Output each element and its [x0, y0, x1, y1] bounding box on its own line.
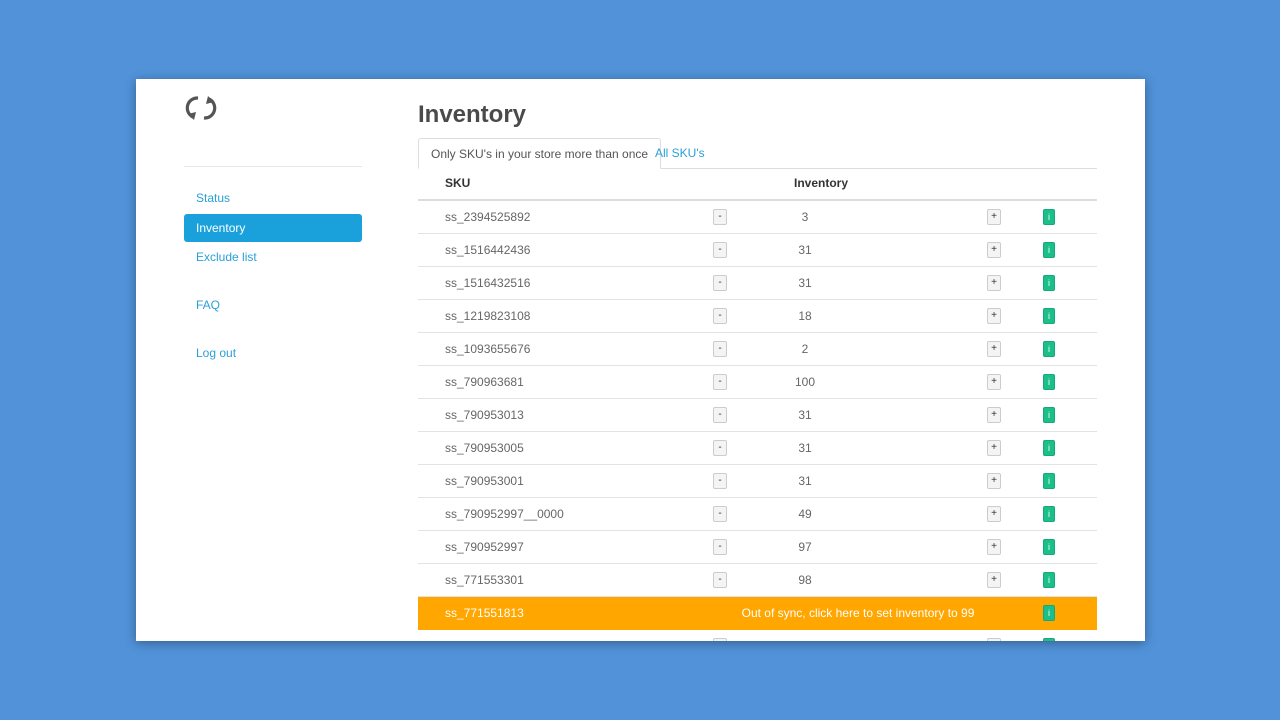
out-of-sync-message[interactable]: Out of sync, click here to set inventory… — [741, 606, 975, 620]
info-button[interactable]: i — [1043, 374, 1055, 390]
increment-button[interactable]: + — [987, 506, 1001, 522]
increment-button[interactable]: + — [987, 374, 1001, 390]
info-button[interactable]: i — [1043, 506, 1055, 522]
info-button[interactable]: i — [1043, 275, 1055, 291]
decrement-button[interactable]: - — [713, 308, 727, 324]
info-button[interactable]: i — [1043, 407, 1055, 423]
tab-duplicate-skus[interactable]: Only SKU's in your store more than once — [418, 138, 662, 169]
inventory-value: 31 — [798, 408, 812, 422]
info-button[interactable]: i — [1043, 539, 1055, 555]
info-button[interactable]: i — [1043, 242, 1055, 258]
decrement-button[interactable]: - — [713, 242, 727, 258]
sku-cell: ss_2394525892 — [445, 210, 531, 224]
sku-cell: ss_790953005 — [445, 441, 524, 455]
table-row: ss_790952997__0000 - 49 + i — [418, 498, 1097, 531]
table-row: ss_790953005 - 31 + i — [418, 432, 1097, 465]
tab-all-skus[interactable]: All SKU's — [655, 146, 705, 160]
increment-button[interactable]: + — [987, 473, 1001, 489]
increment-button[interactable]: + — [987, 341, 1001, 357]
inventory-value: 100 — [794, 375, 816, 389]
table-row: ss_771553301 - 98 + i — [418, 564, 1097, 597]
sidebar-divider — [184, 166, 362, 167]
info-button[interactable]: i — [1043, 605, 1055, 621]
sidebar-item-log-out[interactable]: Log out — [196, 346, 237, 360]
sku-cell: ss_790953001 — [445, 474, 524, 488]
sidebar-item-exclude-list[interactable]: Exclude list — [196, 250, 257, 264]
info-button[interactable]: i — [1043, 440, 1055, 456]
sidebar-item-status[interactable]: Status — [196, 191, 231, 205]
sku-cell: ss_771551813 — [445, 606, 524, 620]
increment-button[interactable]: + — [987, 275, 1001, 291]
decrement-button[interactable]: - — [713, 638, 727, 641]
info-button[interactable]: i — [1043, 308, 1055, 324]
sku-cell: ss_1516442436 — [445, 243, 531, 257]
inventory-value: 31 — [798, 276, 812, 290]
sync-arrows-icon[interactable] — [184, 93, 218, 123]
info-button[interactable]: i — [1043, 341, 1055, 357]
decrement-button[interactable]: - — [713, 374, 727, 390]
sku-cell: ss_1093655676 — [445, 342, 531, 356]
info-button[interactable]: i — [1043, 638, 1055, 641]
sidebar-item-inventory[interactable]: Inventory — [184, 214, 362, 242]
decrement-button[interactable]: - — [713, 473, 727, 489]
inventory-value: 49 — [798, 507, 812, 521]
inventory-value: 18 — [798, 309, 812, 323]
sku-cell: ss_790953013 — [445, 408, 524, 422]
decrement-button[interactable]: - — [713, 539, 727, 555]
table-row: ss_2394525892 - 3 + i — [418, 201, 1097, 234]
increment-button[interactable]: + — [987, 638, 1001, 641]
inventory-value: 2 — [801, 342, 809, 356]
inventory-value: 97 — [798, 540, 812, 554]
inventory-value: 31 — [798, 441, 812, 455]
sku-cell: ss_771553301 — [445, 573, 524, 587]
decrement-button[interactable]: - — [713, 275, 727, 291]
increment-button[interactable]: + — [987, 407, 1001, 423]
app-window: Status Inventory Exclude list FAQ Log ou… — [136, 79, 1145, 641]
decrement-button[interactable]: - — [713, 407, 727, 423]
info-button[interactable]: i — [1043, 473, 1055, 489]
table-row: ss_790953001 - 31 + i — [418, 465, 1097, 498]
sku-cell: ss_1219823108 — [445, 309, 531, 323]
table-row-out-of-sync[interactable]: ss_771551813 Out of sync, click here to s… — [418, 597, 1097, 630]
table-row: ss_1516442436 - 31 + i — [418, 234, 1097, 267]
decrement-button[interactable]: - — [713, 506, 727, 522]
column-header-inventory: Inventory — [793, 176, 848, 190]
increment-button[interactable]: + — [987, 539, 1001, 555]
decrement-button[interactable]: - — [713, 572, 727, 588]
increment-button[interactable]: + — [987, 209, 1001, 225]
decrement-button[interactable]: - — [713, 440, 727, 456]
sku-cell: ss_790952997__0000 — [445, 507, 564, 521]
sidebar-item-faq[interactable]: FAQ — [196, 298, 221, 312]
increment-button[interactable]: + — [987, 572, 1001, 588]
table-row: ss_1219823108 - 18 + i — [418, 300, 1097, 333]
table-header: SKU Inventory — [418, 168, 1097, 201]
sku-cell: ss_771551169 — [445, 630, 523, 641]
inventory-value: 3 — [801, 210, 809, 224]
inventory-value: 31 — [798, 474, 812, 488]
sku-cell: ss_1516432516 — [445, 276, 531, 290]
sku-cell: ss_790963681 — [445, 375, 524, 389]
info-button[interactable]: i — [1043, 572, 1055, 588]
increment-button[interactable]: + — [987, 308, 1001, 324]
column-header-sku: SKU — [445, 176, 471, 190]
table-row: ss_790953013 - 31 + i — [418, 399, 1097, 432]
increment-button[interactable]: + — [987, 440, 1001, 456]
inventory-value: 98 — [798, 573, 812, 587]
inventory-value: 31 — [798, 243, 812, 257]
table-body: ss_2394525892-3 + i ss_1516442436-31 + i ss_15… — [418, 201, 1097, 641]
decrement-button[interactable]: - — [713, 209, 727, 225]
info-button[interactable]: i — [1043, 209, 1055, 225]
inventory-table: SKU Inventory ss_2394525892-3 + i ss_151644… — [418, 168, 1097, 641]
table-row: ss_771551169 - 49 + i — [418, 630, 1097, 641]
tab-bar: Only SKU's in your store more than once … — [418, 138, 1097, 169]
decrement-button[interactable]: - — [713, 341, 727, 357]
increment-button[interactable]: + — [987, 242, 1001, 258]
table-row: ss_790952997 - 97 + i — [418, 531, 1097, 564]
table-row: ss_1516432516 - 31 + i — [418, 267, 1097, 300]
page-title: Inventory — [418, 101, 527, 128]
table-row: ss_1093655676 - 2 + i — [418, 333, 1097, 366]
table-row: ss_790963681 - 100 + i — [418, 366, 1097, 399]
sku-cell: ss_790952997 — [445, 540, 524, 554]
inventory-value: 49 — [755, 630, 855, 641]
